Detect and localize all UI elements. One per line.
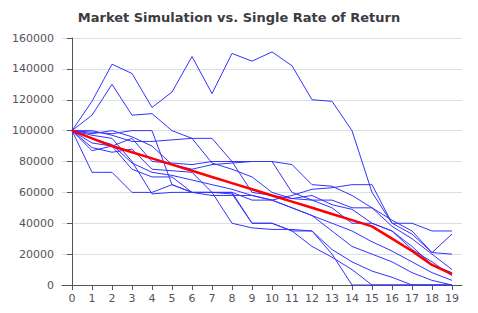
svg-text:15: 15 xyxy=(365,292,379,305)
svg-text:100000: 100000 xyxy=(12,124,54,137)
svg-text:9: 9 xyxy=(249,292,256,305)
svg-text:60000: 60000 xyxy=(19,186,54,199)
svg-text:80000: 80000 xyxy=(19,155,54,168)
svg-text:14: 14 xyxy=(345,292,359,305)
svg-text:17: 17 xyxy=(405,292,419,305)
svg-text:Market Simulation vs. Single R: Market Simulation vs. Single Rate of Ret… xyxy=(78,10,400,25)
svg-text:8: 8 xyxy=(229,292,236,305)
svg-text:4: 4 xyxy=(149,292,156,305)
svg-text:160000: 160000 xyxy=(12,32,54,45)
svg-text:0: 0 xyxy=(69,292,76,305)
svg-text:5: 5 xyxy=(169,292,176,305)
svg-text:0: 0 xyxy=(47,279,54,292)
svg-text:7: 7 xyxy=(209,292,216,305)
svg-text:2: 2 xyxy=(109,292,116,305)
svg-text:1: 1 xyxy=(89,292,96,305)
svg-text:140000: 140000 xyxy=(12,62,54,75)
svg-text:120000: 120000 xyxy=(12,93,54,106)
svg-text:3: 3 xyxy=(129,292,136,305)
svg-text:6: 6 xyxy=(189,292,196,305)
svg-text:20000: 20000 xyxy=(19,248,54,261)
svg-text:13: 13 xyxy=(325,292,339,305)
svg-text:40000: 40000 xyxy=(19,217,54,230)
svg-text:11: 11 xyxy=(285,292,299,305)
svg-text:18: 18 xyxy=(425,292,439,305)
svg-text:12: 12 xyxy=(305,292,319,305)
svg-text:10: 10 xyxy=(265,292,279,305)
svg-text:16: 16 xyxy=(385,292,399,305)
svg-text:19: 19 xyxy=(445,292,459,305)
